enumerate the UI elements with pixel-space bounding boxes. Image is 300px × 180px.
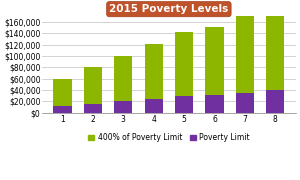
Bar [53,79,72,106]
Bar [145,44,163,99]
Bar [175,32,193,96]
Bar [205,95,224,112]
Bar [236,93,254,112]
Bar [114,56,132,101]
Legend: 400% of Poverty Limit, Poverty Limit: 400% of Poverty Limit, Poverty Limit [85,130,253,145]
Bar [266,0,284,90]
Bar [53,106,72,112]
Bar [266,90,284,112]
Bar [236,13,254,93]
Bar [84,103,102,112]
Bar [84,68,102,104]
Bar [145,99,163,112]
Title: 2015 Poverty Levels: 2015 Poverty Levels [109,4,229,14]
Bar [175,96,193,112]
Bar [205,27,224,95]
Bar [114,101,132,112]
